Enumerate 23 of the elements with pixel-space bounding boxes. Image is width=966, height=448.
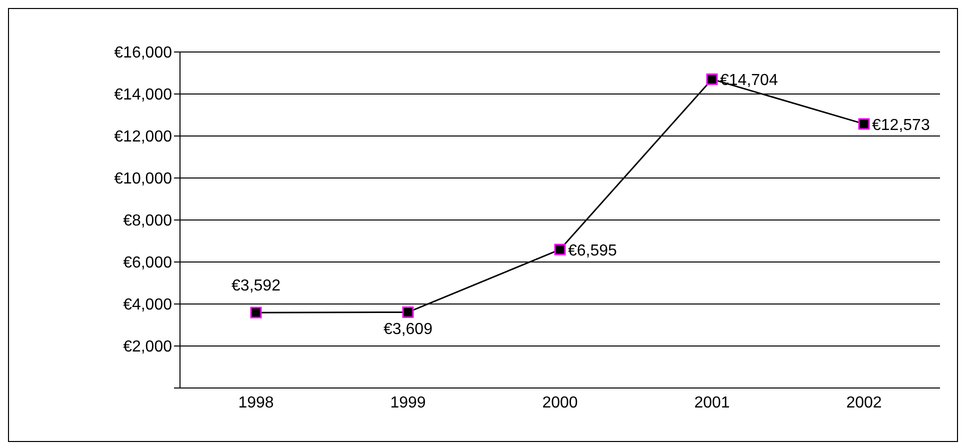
- data-label: €14,704: [720, 72, 778, 90]
- y-tick-label: €10,000: [114, 170, 172, 188]
- data-label: €6,595: [568, 242, 618, 260]
- y-tick-label: €4,000: [123, 296, 172, 314]
- x-tick-label: 2002: [846, 394, 882, 412]
- data-label: €3,609: [384, 321, 433, 338]
- point: [402, 306, 414, 318]
- x-tick-label: 1998: [238, 394, 274, 412]
- point: [706, 73, 718, 85]
- y-tick-label: €16,000: [114, 44, 172, 62]
- point: [858, 118, 870, 130]
- x-tick-label: 2000: [542, 394, 578, 412]
- data-label: €3,592: [232, 278, 281, 295]
- point: [554, 244, 566, 256]
- y-tick-label: €6,000: [123, 254, 172, 272]
- y-tick-label: €2,000: [123, 338, 172, 356]
- y-tick-label: €12,000: [114, 128, 172, 146]
- y-tick-label: €14,000: [114, 86, 172, 104]
- point: [250, 306, 262, 318]
- y-tick-label: €8,000: [123, 212, 172, 230]
- x-tick-label: 2001: [694, 394, 730, 412]
- data-label: €12,573: [872, 116, 930, 134]
- x-tick-label: 1999: [390, 394, 426, 412]
